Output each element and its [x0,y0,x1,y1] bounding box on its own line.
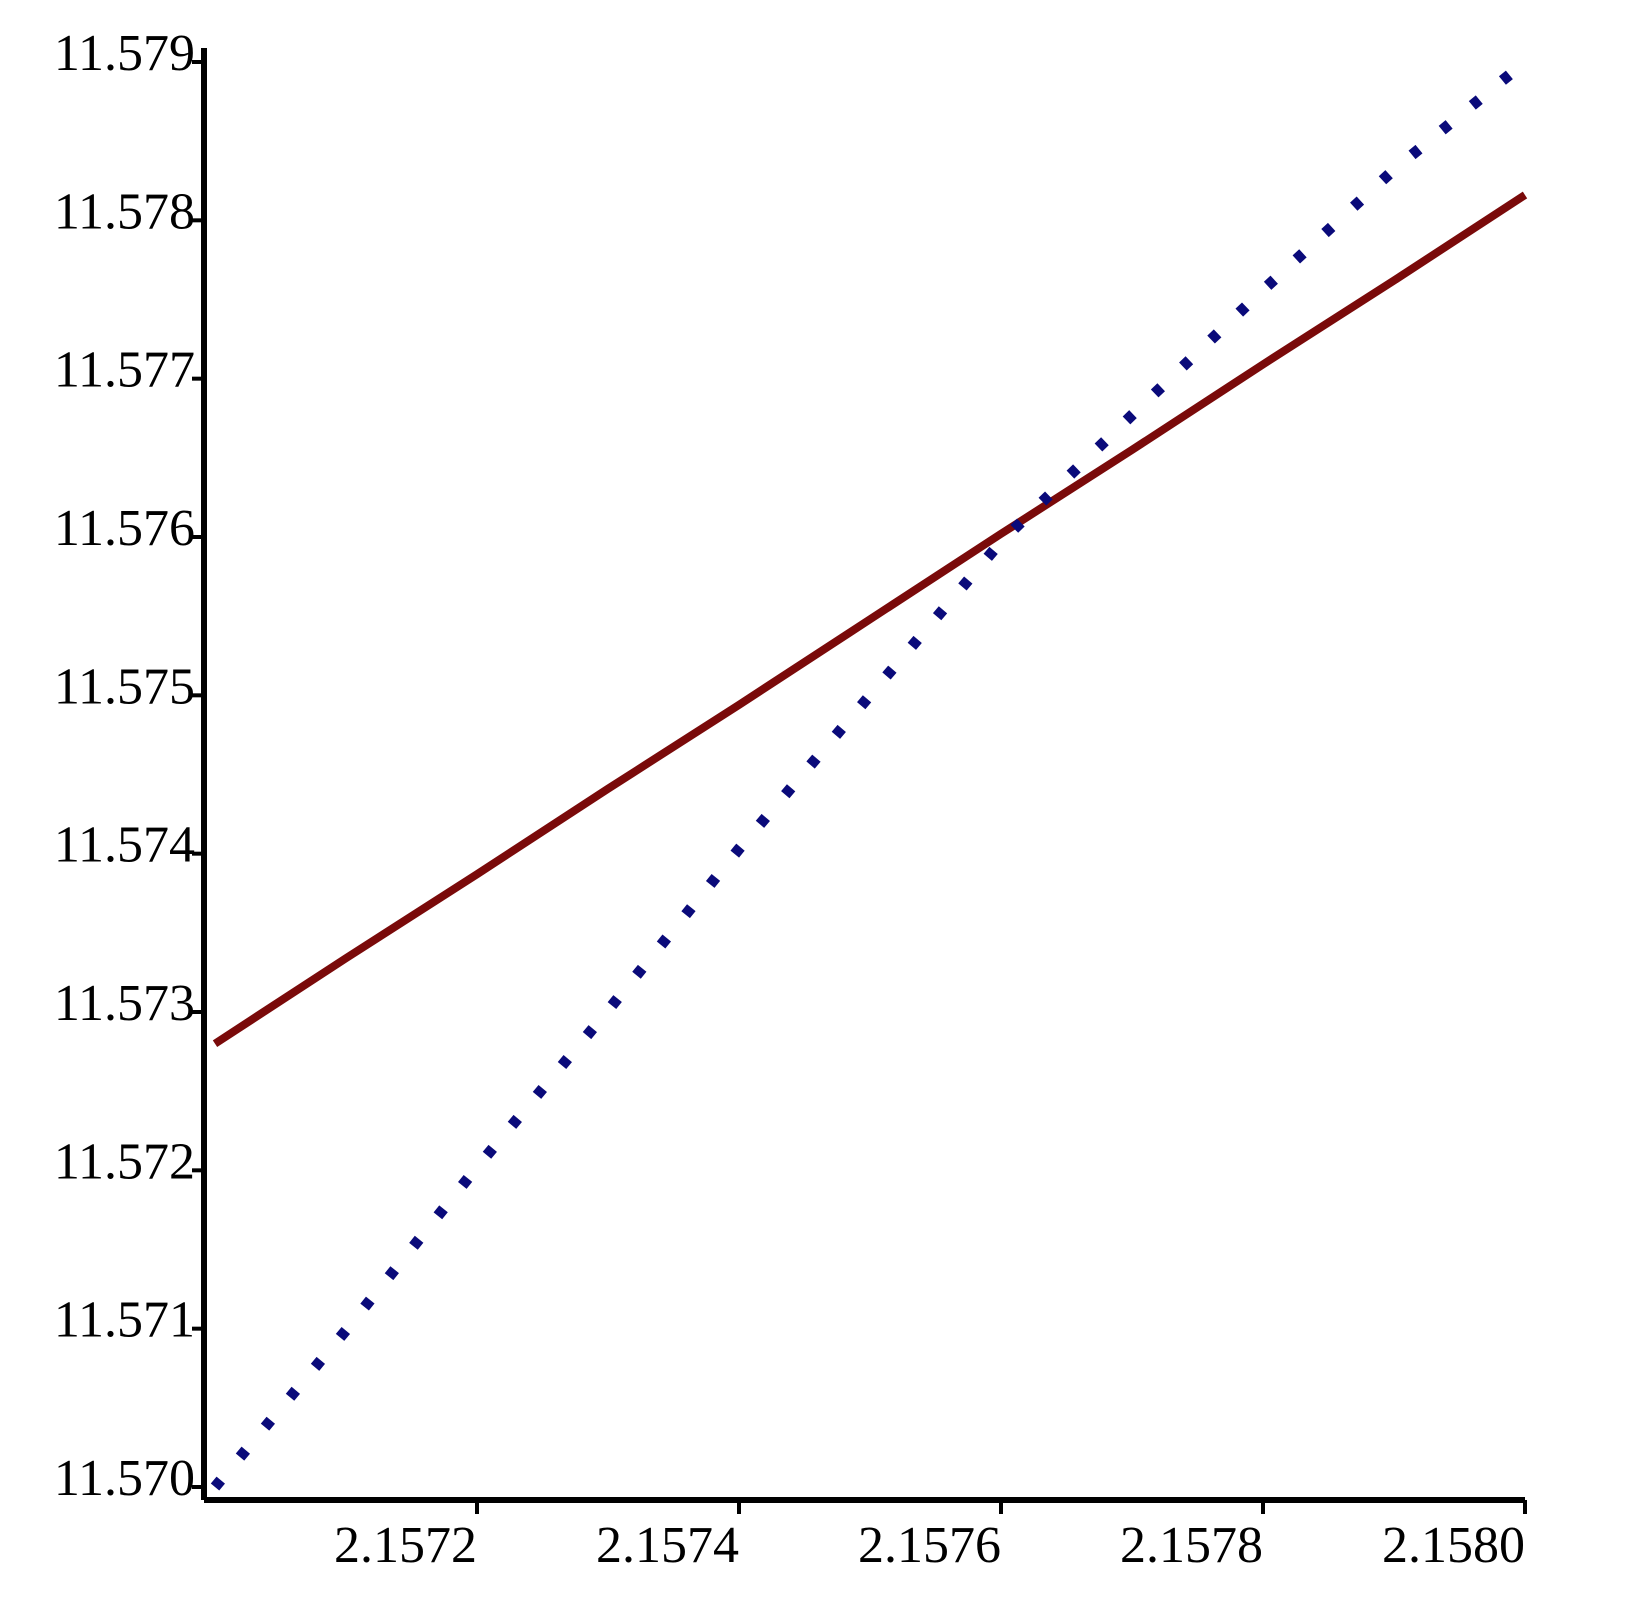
y-tick-label: 11.578 [54,183,195,240]
y-tick-label: 11.570 [54,1450,195,1507]
x-tick-label: 2.1576 [858,1517,1001,1574]
x-tick-label: 2.1580 [1382,1517,1525,1574]
y-tick-label: 11.573 [54,975,195,1032]
y-tick-label: 11.577 [54,342,195,399]
y-tick-label: 11.575 [54,658,195,715]
x-tick-label: 2.1574 [596,1517,739,1574]
x-tick-label: 2.1572 [334,1517,477,1574]
x-tick-label: 2.1578 [1120,1517,1263,1574]
series-line [212,191,1528,1048]
y-tick-label: 11.571 [54,1292,195,1349]
y-tick-label: 11.574 [54,817,195,874]
y-tick-label: 11.576 [54,500,195,557]
y-tick-label: 11.579 [54,25,195,82]
y-tick-label: 11.572 [54,1133,195,1190]
series-line [210,57,1529,1491]
